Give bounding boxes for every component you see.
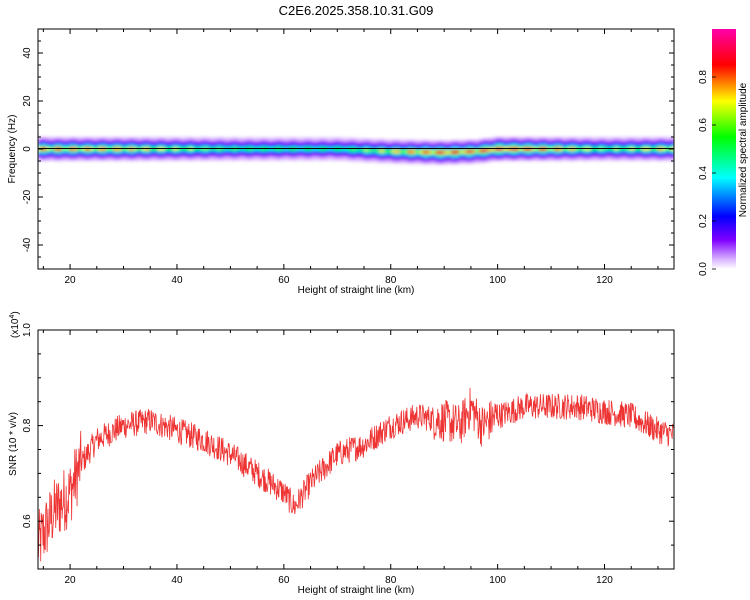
colorbar-tick-label: 0.2 xyxy=(698,214,709,228)
heatmap-cell xyxy=(356,148,361,151)
snr-plot-area xyxy=(38,330,674,569)
spectrogram-panel: 20 40 60 80 100 120 -40 -20 0 20 40 Height of stra… xyxy=(7,28,675,296)
spectrogram-heatmap xyxy=(38,137,674,165)
heatmap-cell xyxy=(431,151,437,154)
heatmap-cell xyxy=(375,149,381,152)
heatmap-cell xyxy=(451,151,456,154)
colorbar: 0.0 0.2 0.4 0.6 0.8 Normalized spectral ampl… xyxy=(698,29,749,276)
heatmap-cell xyxy=(415,151,421,153)
colorbar-tick-label: 0.0 xyxy=(698,262,709,276)
colorbar-tick-label: 0.4 xyxy=(698,166,709,180)
x-tick-label: 100 xyxy=(489,575,506,586)
x-tick-label: 120 xyxy=(596,275,613,286)
heatmap-cell xyxy=(479,149,484,152)
heatmap-cell xyxy=(336,148,341,150)
snr-series-line xyxy=(38,387,674,562)
spectrogram-y-axis-label: Frequency (Hz) xyxy=(7,115,18,184)
snr-x-axis-label: Height of straight line (km) xyxy=(298,585,415,596)
heatmap-cell xyxy=(348,148,353,151)
heatmap-cell xyxy=(419,151,425,154)
x-tick-label: 60 xyxy=(278,575,290,586)
colorbar-tick-label: 0.6 xyxy=(698,118,709,132)
x-tick-label: 20 xyxy=(65,275,77,286)
heatmap-cell xyxy=(363,149,369,152)
spectrogram-ticks: 20 40 60 80 100 120 -40 -20 0 20 40 xyxy=(22,28,674,286)
heatmap-cell xyxy=(447,151,453,154)
x-tick-label: 100 xyxy=(489,275,506,286)
heatmap-cell xyxy=(467,150,472,153)
heatmap-cell xyxy=(439,151,445,154)
x-tick-label: 80 xyxy=(385,575,397,586)
heatmap-cell xyxy=(359,149,365,152)
svg-text:(x104): (x104) xyxy=(9,311,21,338)
heatmap-cell xyxy=(403,150,409,153)
heatmap-cell xyxy=(475,150,480,153)
colorbar-label: Normalized spectral amplitude xyxy=(738,82,749,217)
heatmap-cell xyxy=(344,148,349,151)
snr-scale-note: (x104) xyxy=(9,311,21,338)
heatmap-cell xyxy=(443,151,449,154)
x-tick-label: 40 xyxy=(171,275,183,286)
heatmap-cell xyxy=(463,150,468,153)
x-tick-label: 40 xyxy=(171,575,183,586)
colorbar-tick-label: 0.8 xyxy=(698,70,709,84)
y-tick-label: 0 xyxy=(22,146,33,152)
heatmap-cell xyxy=(455,151,460,154)
heatmap-cell xyxy=(379,150,385,152)
heatmap-cell xyxy=(340,148,345,151)
x-tick-label: 80 xyxy=(385,275,397,286)
spectrogram-x-axis-label: Height of straight line (km) xyxy=(298,285,415,296)
colorbar-gradient xyxy=(712,29,736,269)
heatmap-cell xyxy=(367,149,373,152)
chart-title: C2E6.2025.358.10.31.G09 xyxy=(279,3,434,18)
x-tick-label: 60 xyxy=(278,275,290,286)
heatmap-cell xyxy=(487,148,492,151)
colorbar-ticks: 0.0 0.2 0.4 0.6 0.8 xyxy=(698,70,716,276)
y-tick-label: 1.0 xyxy=(22,323,33,337)
heatmap-cell xyxy=(435,151,441,154)
heatmap-cell xyxy=(391,150,397,153)
heatmap-cell xyxy=(395,150,401,153)
y-tick-label: 0.6 xyxy=(22,514,33,528)
heatmap-cell xyxy=(407,150,413,153)
heatmap-cell xyxy=(399,150,405,153)
heatmap-cell xyxy=(423,151,429,154)
heatmap-cell xyxy=(491,148,496,151)
heatmap-cell xyxy=(483,149,488,152)
y-tick-label: -40 xyxy=(22,237,33,252)
heatmap-cell xyxy=(352,148,357,151)
x-tick-label: 20 xyxy=(65,575,77,586)
heatmap-cell xyxy=(371,149,377,152)
heatmap-cell xyxy=(411,150,417,153)
heatmap-cell xyxy=(387,150,393,153)
heatmap-cell xyxy=(383,150,389,153)
heatmap-cell xyxy=(495,148,500,151)
snr-panel: 20 40 60 80 100 120 0.6 0.8 1.0 Height of straig… xyxy=(8,311,675,596)
snr-ticks: 20 40 60 80 100 120 0.6 0.8 1.0 xyxy=(22,323,674,586)
snr-y-axis-label: SNR (10 * v/v) xyxy=(8,412,19,476)
y-tick-label: 40 xyxy=(22,47,33,59)
heatmap-cell xyxy=(471,150,476,153)
x-tick-label: 120 xyxy=(596,575,613,586)
heatmap-cell xyxy=(459,151,464,153)
y-tick-label: 20 xyxy=(22,95,33,107)
heatmap-cell xyxy=(427,151,433,154)
y-tick-label: 0.8 xyxy=(22,418,33,432)
y-tick-label: -20 xyxy=(22,189,33,204)
